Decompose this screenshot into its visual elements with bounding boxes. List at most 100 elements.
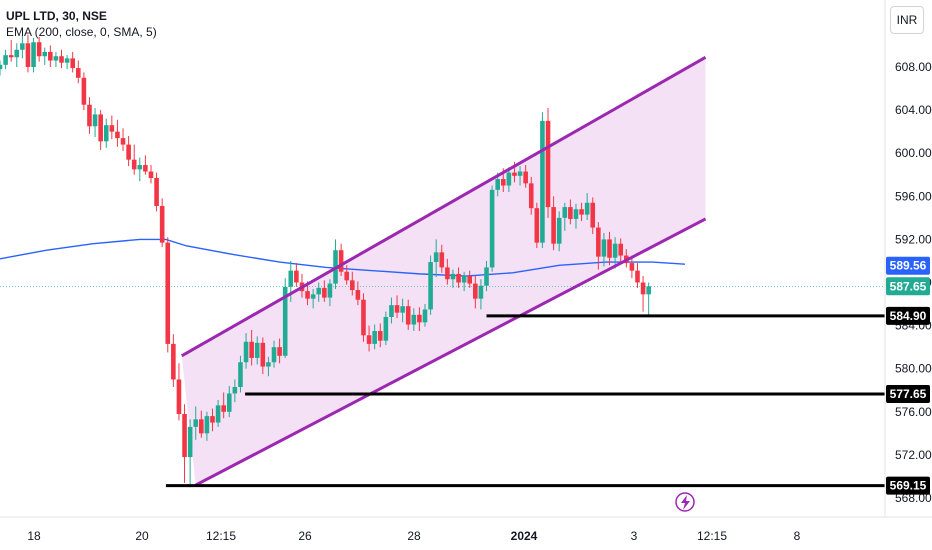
candle-body [131,159,137,170]
time-tick-label: 3 [631,529,638,543]
last-price-label-bg [886,277,930,296]
time-tick-label: 2024 [511,529,538,543]
candle-body [25,43,31,67]
candle-body [422,309,428,323]
candle-body [260,342,266,367]
candle-body [36,42,42,57]
candle-body [53,56,59,61]
candle-body [596,227,601,257]
candle-body [506,172,512,186]
candle-body [394,305,400,313]
candle-body [59,56,64,63]
level-price-label: 577.65 [890,387,927,401]
time-tick-label: 26 [298,529,312,543]
channel-upper-line[interactable] [180,55,707,358]
candle-body [64,58,70,63]
candle-body [349,280,355,291]
candle-body [573,209,579,219]
candle-body [109,125,115,132]
candle-body [484,267,489,286]
channel-lower-line[interactable] [195,217,707,487]
candle-body [226,393,232,412]
candle-body [523,171,528,184]
candle-body [148,171,154,178]
ema-price-label-bg [886,256,930,275]
candle-body [232,387,238,394]
symbol-title: UPL LTD, 30, NSE [6,9,107,23]
candle-body [372,330,377,344]
price-tick-label: 576.00 [895,405,932,419]
candle-body [517,171,523,176]
candle-body [305,291,310,299]
price-tick-label: 580.00 [895,362,932,376]
level-price-label-bg [886,385,930,404]
candle-body [389,305,394,317]
candle-body [500,179,506,186]
candle-body [282,286,288,356]
candle-body [383,316,389,341]
candle-body [579,209,584,215]
candle-body [607,239,612,258]
time-tick-label: 12:15 [697,529,727,543]
candle-body [361,299,366,336]
candle-body [42,51,48,57]
candle-body [366,335,372,344]
indicator-label: EMA (200, close, 0, SMA, 5) [6,25,157,39]
candle-body [322,287,327,298]
candle-body [618,243,624,256]
candle-body [584,202,590,215]
time-tick-label: 12:15 [206,529,236,543]
candle-body [445,267,450,280]
candle-body [143,165,148,172]
time-tick-label: 28 [407,529,421,543]
candle-body [646,286,651,295]
candle-body [635,270,640,283]
candle-body [327,283,333,298]
candle-body [8,55,14,58]
candle-body [154,177,159,206]
candle-body [512,172,517,176]
candle-body [266,362,271,367]
ema-price-label: 589.56 [890,259,927,273]
price-tick-label: 600.00 [895,146,932,160]
candle-body [92,114,98,127]
candle-body [540,120,545,243]
candle-body [640,282,646,295]
candle-body [629,263,635,271]
candle-body [14,49,20,58]
price-tick-label: 608.00 [895,60,932,74]
ema-line [0,238,686,277]
candle-body [204,416,210,434]
candle-body [238,362,243,388]
level-price-label: 569.15 [890,479,927,493]
candle-body [556,217,562,244]
candle-body [137,165,143,170]
candle-body [288,270,294,287]
lightning-glyph-icon [681,495,690,510]
candle-body [187,426,193,458]
candle-body [87,104,92,127]
candle-body [456,273,461,283]
candle-body [221,405,226,412]
candle-body [277,347,282,356]
candle-body [20,43,25,50]
candle-body [590,202,596,228]
candle-body [98,114,103,142]
candle-body [316,287,322,295]
candle-body [478,285,484,299]
candle-body [534,208,540,243]
time-tick-label: 18 [27,529,41,543]
channel-fill [181,57,706,486]
candle-body [165,242,171,344]
candle-body [249,341,254,358]
candle-body [344,271,350,281]
candle-body [193,419,199,427]
price-tick-label: 592.00 [895,232,932,246]
candle-body [405,306,411,325]
currency-button[interactable]: INR [890,6,924,34]
price-tick-label: 596.00 [895,189,932,203]
candle-body [400,306,405,313]
candle-body [601,239,607,257]
chart-legend: UPL LTD, 30, NSE EMA (200, close, 0, SMA… [6,8,157,40]
